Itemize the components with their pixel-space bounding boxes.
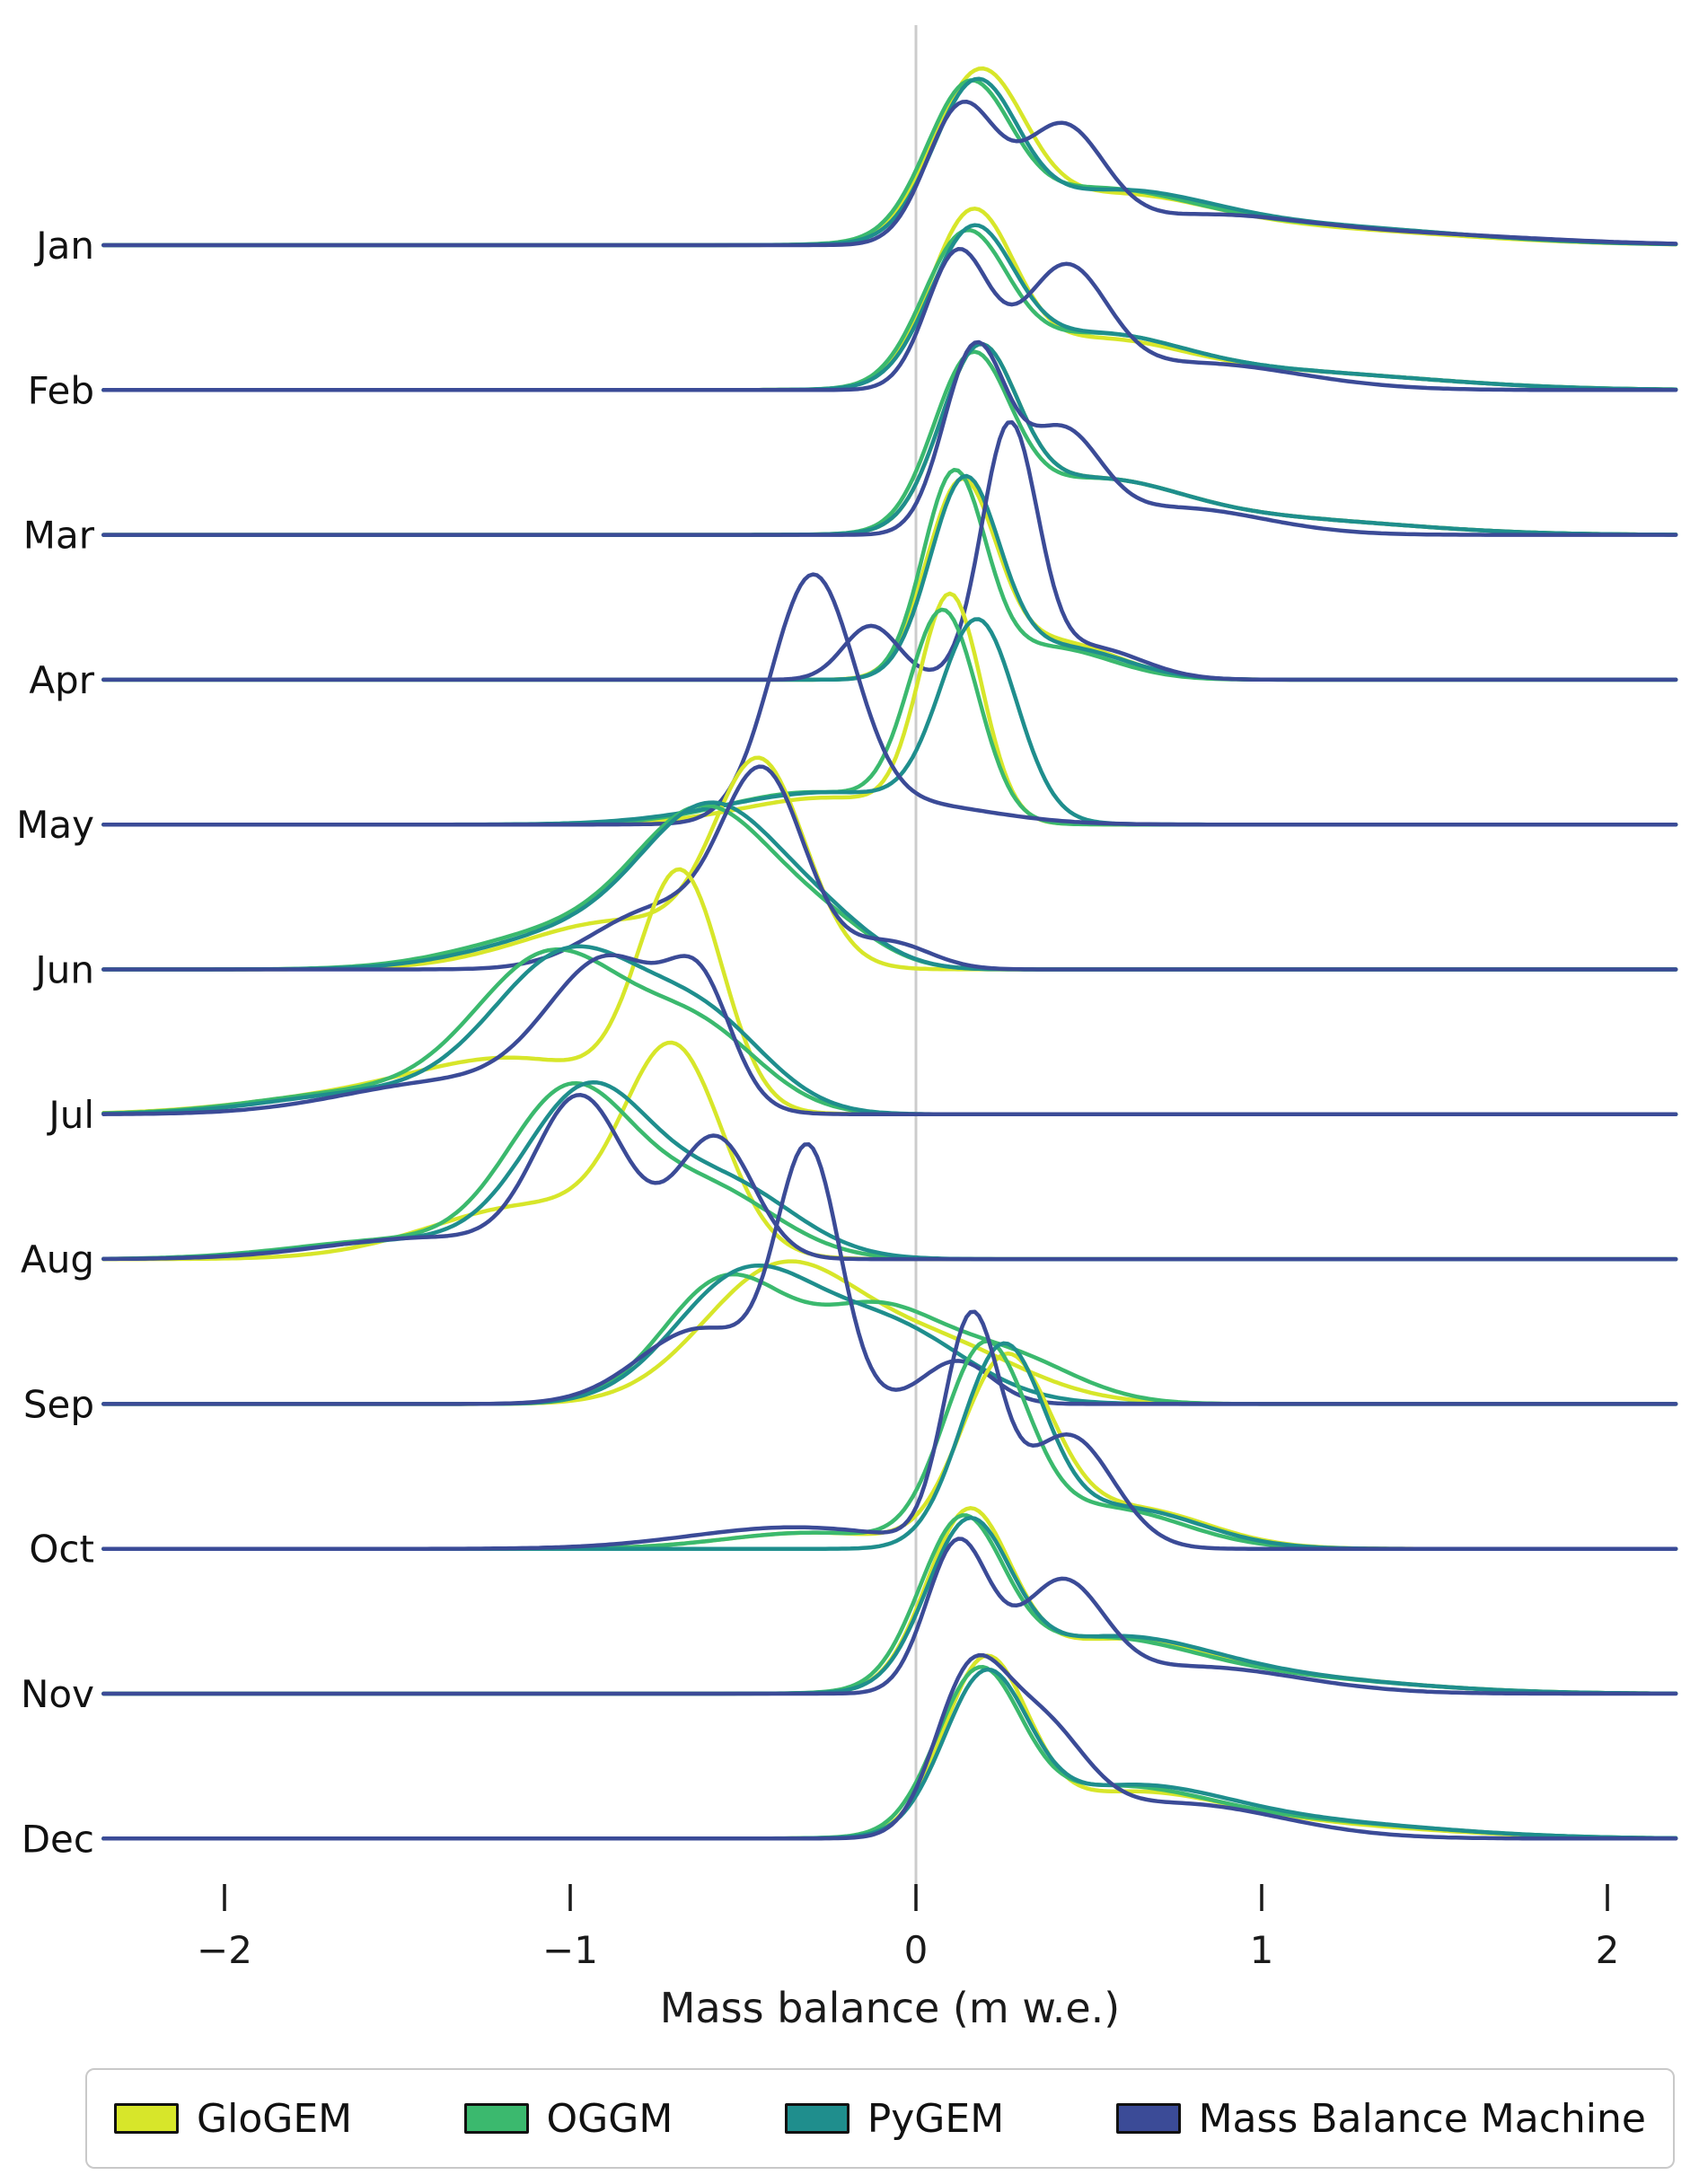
month-label-mar: Mar (23, 514, 95, 558)
kde-curve-jan-pygem (101, 76, 1678, 248)
month-label-apr: Apr (29, 658, 94, 702)
legend-label: GloGEM (197, 2095, 353, 2142)
x-tick-label--1: −1 (542, 1928, 598, 1972)
kde-curve-feb-mass-balance-machine (101, 247, 1678, 392)
x-axis-title: Mass balance (m w.e.) (660, 1984, 1120, 2032)
month-labels: Jan Feb Mar Apr May Jun Jul Aug Sep Oct Nov Dec (16, 224, 95, 1861)
kde-curve-apr-pygem (101, 473, 1678, 682)
month-label-jul: Jul (46, 1093, 94, 1137)
kde-curve-sep-mass-balance-machine (101, 1142, 1678, 1406)
kde-curve-jun-pygem (101, 800, 1678, 972)
kde-curve-jan-mass-balance-machine (101, 99, 1678, 248)
kde-curve-oct-pygem (101, 1341, 1678, 1551)
kde-curve-aug-glogem (101, 1040, 1678, 1262)
kde-curve-may-oggm (101, 607, 1678, 827)
kde-curve-sep-glogem (101, 1259, 1678, 1406)
legend-swatch-mass-balance-machine (1115, 2103, 1181, 2134)
kde-curve-oct-oggm (101, 1339, 1678, 1551)
kde-curve-may-pygem (101, 617, 1678, 827)
legend-swatch-glogem (114, 2103, 179, 2134)
kde-curve-may-glogem (101, 591, 1678, 827)
kde-curve-jun-glogem (101, 755, 1678, 972)
kde-curve-sep-pygem (101, 1263, 1678, 1406)
x-tick-label-2: 2 (1596, 1928, 1620, 1972)
month-label-jun: Jun (32, 948, 94, 992)
kde-curve-mar-mass-balance-machine (101, 339, 1678, 537)
legend: GloGEM OGGM PyGEM Mass Balance Machine (85, 2068, 1675, 2169)
kde-curve-apr-glogem (101, 476, 1678, 682)
kde-curve-jul-glogem (101, 867, 1678, 1117)
x-tick-label-1: 1 (1250, 1928, 1274, 1972)
kde-curve-feb-pygem (101, 223, 1678, 392)
month-label-nov: Nov (21, 1672, 94, 1716)
kde-curve-oct-glogem (101, 1351, 1678, 1551)
kde-curve-dec-glogem (101, 1653, 1678, 1841)
kde-curve-apr-mass-balance-machine (101, 419, 1678, 682)
kde-curve-jul-oggm (101, 947, 1678, 1117)
month-label-aug: Aug (21, 1237, 94, 1281)
kde-curve-jul-mass-balance-machine (101, 953, 1678, 1117)
legend-swatch-pygem (784, 2103, 850, 2134)
x-tick-label--2: −2 (197, 1928, 252, 1972)
month-label-may: May (16, 803, 94, 847)
legend-item-mass-balance-machine: Mass Balance Machine (1115, 2095, 1646, 2142)
kde-curve-mar-pygem (101, 341, 1678, 537)
kde-curve-may-mass-balance-machine (101, 572, 1678, 827)
x-axis: −2 −1 0 1 2 (197, 1884, 1619, 1972)
month-label-dec: Dec (22, 1817, 94, 1861)
kde-curve-nov-mass-balance-machine (101, 1537, 1678, 1696)
legend-label: OGGM (546, 2095, 673, 2142)
kde-curve-apr-oggm (101, 467, 1678, 682)
legend-item-pygem: PyGEM (784, 2095, 1005, 2142)
kde-curves (101, 66, 1678, 1841)
legend-label: Mass Balance Machine (1198, 2095, 1646, 2142)
kde-curve-aug-oggm (101, 1080, 1678, 1262)
kde-curve-jun-mass-balance-machine (101, 764, 1678, 972)
month-label-sep: Sep (23, 1382, 94, 1426)
kde-curve-jan-glogem (101, 66, 1678, 248)
kde-curve-mar-glogem (101, 341, 1678, 537)
legend-label: PyGEM (867, 2095, 1005, 2142)
x-tick-label-0: 0 (904, 1928, 929, 1972)
kde-curve-aug-mass-balance-machine (101, 1093, 1678, 1262)
legend-item-glogem: GloGEM (114, 2096, 352, 2142)
month-label-oct: Oct (29, 1528, 94, 1572)
month-label-feb: Feb (28, 368, 94, 412)
kde-curve-dec-mass-balance-machine (101, 1652, 1678, 1841)
legend-item-oggm: OGGM (463, 2095, 673, 2142)
kde-curve-oct-mass-balance-machine (101, 1309, 1678, 1551)
kde-curve-aug-pygem (101, 1079, 1678, 1262)
legend-swatch-oggm (463, 2103, 529, 2134)
kde-curve-sep-oggm (101, 1272, 1678, 1406)
month-label-jan: Jan (33, 224, 94, 268)
